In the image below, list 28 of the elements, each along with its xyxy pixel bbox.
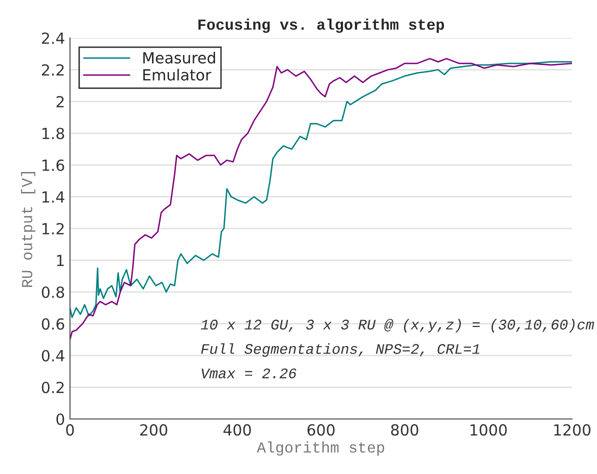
annotation: Full Segmentations, NPS=2, CRL=1 [201, 343, 480, 357]
y-tick-label: 2 [56, 96, 64, 108]
legend-label: Emulator [143, 68, 212, 81]
y-tick-label: 1.8 [42, 128, 64, 140]
y-tick-label: 0.4 [42, 350, 64, 362]
y-tick-label: 0.8 [42, 286, 64, 298]
chart-title: Focusing vs. algorithm step [198, 18, 444, 33]
y-tick-label: 1 [57, 254, 64, 266]
y-tick-label: 0.6 [42, 318, 64, 330]
y-tick-label: 0.2 [42, 382, 64, 394]
x-axis-title: Algorithm step [256, 441, 384, 456]
y-tick-label: 1.4 [42, 191, 64, 203]
y-tick-label: 2.4 [42, 32, 64, 44]
x-tick-label: 200 [140, 424, 168, 436]
x-tick-label: 400 [224, 424, 251, 436]
x-tick-label: 800 [391, 424, 418, 436]
x-tick-label: 600 [307, 424, 335, 436]
y-tick-label: 1.6 [42, 159, 64, 172]
x-tick-label: 0 [66, 424, 74, 436]
y-tick-label: 1.2 [42, 222, 64, 234]
x-tick-label: 1200 [554, 424, 590, 436]
legend-label: Measured [143, 52, 216, 64]
annotation: Vmax = 2.26 [202, 368, 296, 378]
y-axis-title: RU output [V] [21, 172, 36, 287]
annotation: 10 x 12 GU, 3 x 3 RU @ (x,y,z) = (30,10,60)cm [200, 318, 594, 332]
x-tick-label: 1000 [470, 424, 507, 436]
y-tick-label: 0 [56, 413, 64, 426]
y-tick-label: 2.2 [42, 64, 64, 76]
